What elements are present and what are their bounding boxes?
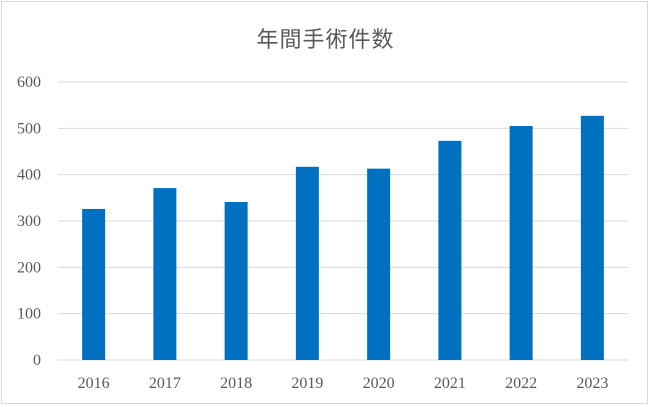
x-tick-label: 2017 [149, 375, 181, 392]
bar-2021 [438, 140, 462, 360]
x-tick-label: 2020 [363, 375, 395, 392]
bar-2023 [580, 115, 604, 360]
y-tick-label: 200 [17, 259, 41, 276]
y-axis-ticks: 0 100 200 300 400 500 600 [17, 74, 41, 369]
bar-2017 [153, 188, 177, 360]
x-tick-label: 2019 [291, 375, 323, 392]
x-axis-ticks: 2016 2017 2018 2019 2020 2021 2022 2023 [78, 375, 609, 392]
bar-2016 [82, 208, 106, 360]
bar-2018 [224, 202, 248, 360]
y-tick-label: 100 [17, 306, 41, 323]
bar-2022 [509, 126, 533, 361]
x-tick-label: 2021 [434, 375, 466, 392]
x-tick-label: 2022 [505, 375, 537, 392]
chart-title: 年間手術件数 [256, 28, 395, 53]
bar-2020 [367, 168, 391, 360]
x-tick-label: 2016 [78, 375, 110, 392]
y-tick-label: 500 [17, 120, 41, 137]
bars [82, 115, 604, 361]
y-tick-label: 300 [17, 213, 41, 230]
gridlines [58, 81, 628, 361]
y-tick-label: 0 [33, 352, 41, 369]
y-tick-label: 600 [17, 74, 41, 91]
y-tick-label: 400 [17, 167, 41, 184]
x-tick-label: 2023 [576, 375, 608, 392]
bar-2019 [295, 166, 319, 360]
x-tick-label: 2018 [220, 375, 252, 392]
